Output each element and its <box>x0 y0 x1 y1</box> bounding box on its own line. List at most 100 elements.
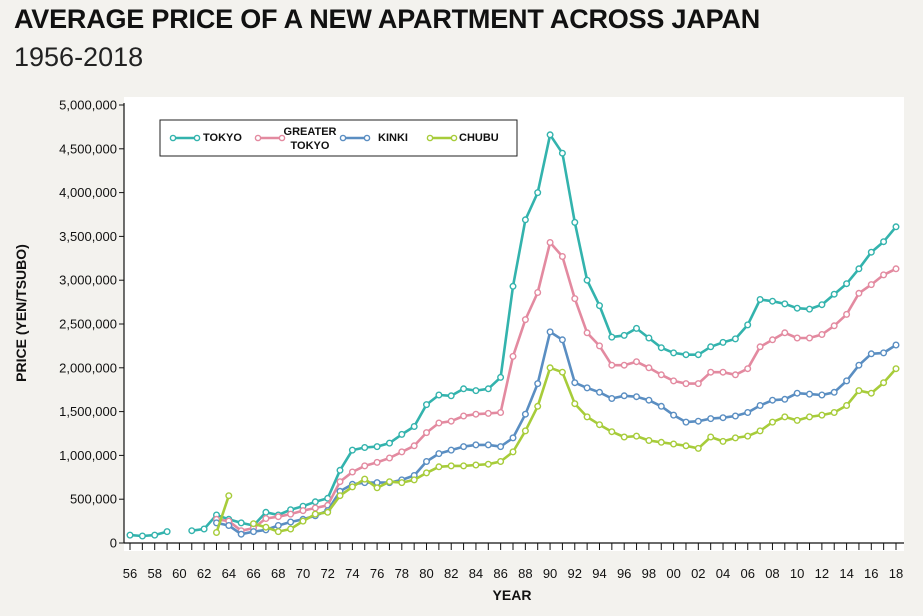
y-tick-label: 4,500,000 <box>59 141 117 156</box>
data-point <box>818 331 826 339</box>
data-point <box>633 358 641 366</box>
y-tick-label: 2,500,000 <box>59 317 117 332</box>
data-point <box>694 444 702 452</box>
data-point <box>386 478 394 486</box>
data-point <box>361 462 369 470</box>
data-point <box>262 515 270 523</box>
y-tick-label: 2,000,000 <box>59 360 117 375</box>
x-tick-label: 06 <box>741 566 755 581</box>
data-point <box>571 400 579 408</box>
data-point <box>373 443 381 451</box>
data-point <box>843 377 851 385</box>
legend-label: TOKYO <box>203 132 242 144</box>
data-point <box>558 336 566 344</box>
y-tick-label: 500,000 <box>70 492 117 507</box>
data-point <box>830 409 838 417</box>
data-point <box>225 522 233 530</box>
legend-marker <box>193 134 201 142</box>
data-point <box>769 396 777 404</box>
x-tick-label: 88 <box>518 566 532 581</box>
data-point <box>645 334 653 342</box>
data-point <box>892 223 900 231</box>
legend: TOKYO GREATER TOKYO KINKI CHUBU <box>159 119 518 157</box>
data-point <box>262 523 270 531</box>
x-tick-label: 12 <box>815 566 829 581</box>
x-tick-label: 16 <box>864 566 878 581</box>
y-tick-label: 4,000,000 <box>59 185 117 200</box>
y-tick-label: 1,000,000 <box>59 448 117 463</box>
x-tick-label: 84 <box>469 566 483 581</box>
data-point <box>731 335 739 343</box>
data-point <box>880 379 888 387</box>
data-point <box>719 338 727 346</box>
legend-label: KINKI <box>378 132 408 144</box>
legend-box <box>159 119 518 157</box>
data-point <box>806 413 814 421</box>
x-tick-label: 60 <box>172 566 186 581</box>
data-point <box>645 396 653 404</box>
x-tick-label: 76 <box>370 566 384 581</box>
x-tick-label: 74 <box>345 566 359 581</box>
x-tick-label: 94 <box>592 566 606 581</box>
x-tick-label: 72 <box>320 566 334 581</box>
data-point <box>719 414 727 422</box>
x-tick-label: 02 <box>691 566 705 581</box>
legend-marker <box>169 134 177 142</box>
data-point <box>472 387 480 395</box>
data-point <box>867 248 875 256</box>
x-tick-label: 64 <box>222 566 236 581</box>
data-point <box>756 402 764 410</box>
data-point <box>509 352 517 360</box>
data-point <box>694 380 702 388</box>
y-tick-label: 1,500,000 <box>59 404 117 419</box>
data-point <box>719 368 727 376</box>
data-point <box>484 460 492 468</box>
data-point <box>793 416 801 424</box>
data-point <box>682 351 690 359</box>
data-point <box>423 458 431 466</box>
data-point <box>361 444 369 452</box>
data-point <box>521 216 529 224</box>
data-point <box>707 415 715 423</box>
data-point <box>558 252 566 260</box>
data-point <box>694 417 702 425</box>
data-point <box>867 281 875 289</box>
data-point <box>311 498 319 506</box>
data-point <box>781 329 789 337</box>
data-point <box>287 518 295 526</box>
data-point <box>311 504 319 512</box>
data-point <box>558 149 566 157</box>
data-point <box>423 469 431 477</box>
data-point <box>558 368 566 376</box>
legend-label: TOKYO <box>291 140 330 152</box>
data-point <box>731 371 739 379</box>
data-point <box>793 304 801 312</box>
data-point <box>447 392 455 400</box>
data-point <box>633 393 641 401</box>
data-point <box>707 433 715 441</box>
data-point <box>410 442 418 450</box>
data-point <box>682 442 690 450</box>
data-point <box>608 333 616 341</box>
data-point <box>645 437 653 445</box>
data-point <box>460 462 468 470</box>
data-point <box>855 387 863 395</box>
data-point <box>707 343 715 351</box>
data-point <box>509 448 517 456</box>
plot-background <box>124 97 904 551</box>
data-point <box>546 328 554 336</box>
data-point <box>620 433 628 441</box>
data-point <box>756 296 764 304</box>
data-point <box>608 428 616 436</box>
data-point <box>460 385 468 393</box>
data-point <box>818 411 826 419</box>
data-point <box>484 409 492 417</box>
data-point <box>472 461 480 469</box>
data-point <box>843 310 851 318</box>
data-point <box>769 336 777 344</box>
data-point <box>657 402 665 410</box>
data-point <box>274 528 282 536</box>
data-point <box>336 466 344 474</box>
x-tick-label: 10 <box>790 566 804 581</box>
